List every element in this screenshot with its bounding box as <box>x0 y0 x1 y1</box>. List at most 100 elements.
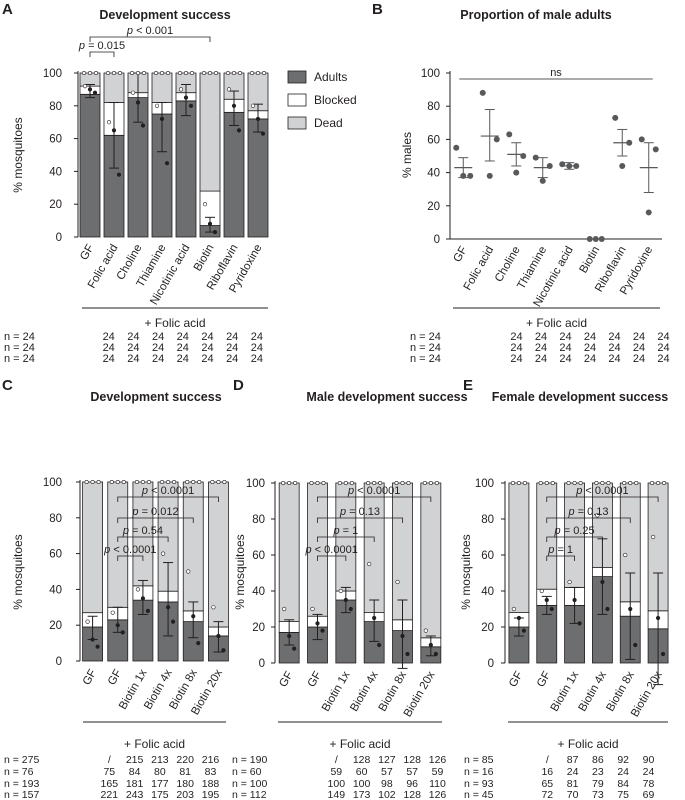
data-point <box>106 71 111 76</box>
data-point <box>634 480 639 485</box>
n-count: 173 <box>353 789 371 800</box>
bar-dead <box>103 72 125 103</box>
data-point <box>145 608 151 613</box>
p-value-label: p = 0.25 <box>554 525 595 537</box>
data-point <box>211 605 216 610</box>
chart-title: Male development success <box>306 390 467 404</box>
chart-title: Female development success <box>492 390 669 404</box>
legend-label: Blocked <box>314 93 357 107</box>
data-point <box>154 71 159 76</box>
data-point <box>577 621 582 626</box>
group-label: + Folic acid <box>329 737 390 751</box>
data-point <box>120 630 125 635</box>
data-point <box>550 480 555 485</box>
n-count: 24 <box>584 342 596 354</box>
n-count: 127 <box>378 754 396 766</box>
data-point <box>191 614 196 619</box>
data-point <box>655 615 661 621</box>
n-count: 221 <box>101 789 119 800</box>
n-count: n = 24 <box>4 353 35 365</box>
n-count: 177 <box>151 778 169 790</box>
data-point <box>178 87 184 92</box>
panel-d: D Male development success 0 20 40 60 80 100 % m… <box>232 377 468 800</box>
significance-bracket <box>89 36 211 42</box>
data-point <box>628 480 633 485</box>
n-count: 195 <box>202 789 220 800</box>
n-count: 24 <box>608 331 620 343</box>
n-count: 24 <box>535 342 547 354</box>
n-count: / <box>546 754 549 766</box>
p-value-label: p < 0.0001 <box>141 485 194 497</box>
y-tick-label: 0 <box>56 232 62 244</box>
n-count: 57 <box>381 766 393 778</box>
chart-title: Development success <box>99 8 230 22</box>
data-point <box>619 162 626 169</box>
data-point <box>90 637 95 642</box>
n-count: 24 <box>226 353 238 365</box>
n-count: n = 16 <box>464 766 494 778</box>
y-tick-label: 100 <box>421 68 440 80</box>
y-tick-label: 80 <box>427 101 440 113</box>
data-point <box>600 579 605 585</box>
data-point <box>164 161 170 166</box>
n-count: 24 <box>103 342 115 354</box>
data-point <box>92 90 98 95</box>
y-axis-label: % males <box>400 132 414 178</box>
data-point <box>309 480 314 485</box>
data-point <box>281 480 286 485</box>
data-point <box>109 479 114 484</box>
n-count: 24 <box>177 353 189 365</box>
significance-bracket <box>546 555 575 561</box>
n-count: 24 <box>251 353 263 365</box>
n-count: 24 <box>152 353 164 365</box>
data-point <box>522 480 527 485</box>
data-point <box>595 513 600 518</box>
data-point <box>549 606 554 612</box>
x-tick-label: GF <box>451 245 469 265</box>
p-value-label: p = 0.015 <box>78 40 125 52</box>
n-count: 24 <box>226 331 238 343</box>
significance-bracket <box>117 496 219 502</box>
n-count: 243 <box>126 789 144 800</box>
x-tick-label: Biotin <box>578 245 603 276</box>
n-count: 24 <box>152 342 164 354</box>
panel-c: C Development success 0 20 40 60 80 100 % mosqui… <box>2 377 229 800</box>
panel-e: E Female development success 0 20 40 60 80 100%… <box>459 377 669 800</box>
n-count: 128 <box>353 754 371 766</box>
data-point <box>506 131 513 138</box>
p-value-label: p < 0.0001 <box>305 544 358 556</box>
significance-bracket <box>317 496 432 502</box>
n-count: 75 <box>617 789 629 800</box>
n-count: 84 <box>617 778 629 790</box>
x-tick-label: GF <box>306 670 324 690</box>
legend-swatch-adults <box>287 70 307 84</box>
n-count: 175 <box>151 789 169 800</box>
data-point <box>90 479 95 484</box>
n-count: 24 <box>559 331 571 343</box>
n-count: 24 <box>584 353 596 365</box>
data-point <box>130 71 135 76</box>
data-point <box>94 71 99 76</box>
p-value-label: p < 0.0001 <box>575 485 628 497</box>
chart-title: Development success <box>90 390 221 404</box>
n-count: / <box>108 754 111 766</box>
y-tick-label: 20 <box>49 620 62 632</box>
data-point <box>142 71 147 76</box>
y-tick-label: 20 <box>427 201 440 213</box>
chart-title: Proportion of male adults <box>460 8 611 22</box>
bar-dead <box>208 481 229 628</box>
y-tick-label: 0 <box>56 656 62 668</box>
data-point <box>202 202 208 207</box>
n-count: 75 <box>103 766 115 778</box>
data-point <box>656 480 661 485</box>
n-count: n = 93 <box>464 778 494 790</box>
n-count: 87 <box>567 754 579 766</box>
data-point <box>134 479 139 484</box>
x-tick-label: GF <box>81 668 99 688</box>
y-tick-label: 60 <box>481 550 494 562</box>
p-value-label: p = 0.54 <box>122 525 163 537</box>
n-count: n = 76 <box>4 766 34 778</box>
data-point <box>191 479 196 484</box>
data-point <box>178 71 183 76</box>
n-count: 73 <box>592 789 604 800</box>
